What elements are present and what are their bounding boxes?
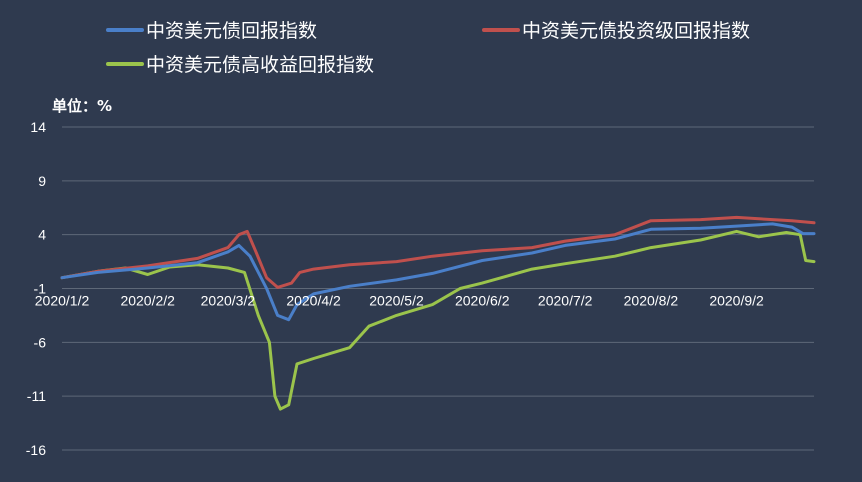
legend-label-1: 中资美元债投资级回报指数 xyxy=(522,20,750,42)
x-tick-label: 2020/5/2 xyxy=(369,293,424,309)
legend-label-0: 中资美元债回报指数 xyxy=(146,20,317,42)
x-tick-label: 2020/6/2 xyxy=(455,293,510,309)
x-tick-label: 2020/1/2 xyxy=(35,293,90,309)
x-tick-label: 2020/7/2 xyxy=(538,293,593,309)
series-line-1 xyxy=(60,215,816,289)
y-tick-label: 4 xyxy=(38,227,46,243)
y-tick-label: 9 xyxy=(38,173,46,189)
y-tick-label: -16 xyxy=(26,442,46,458)
series-line-0 xyxy=(60,222,816,322)
x-tick-label: 2020/2/2 xyxy=(120,293,175,309)
y-tick-label: -1 xyxy=(34,281,47,297)
x-tick-label: 2020/4/2 xyxy=(286,293,341,309)
series-line-2 xyxy=(60,229,816,411)
x-tick-label: 2020/8/2 xyxy=(624,293,679,309)
unit-label: 单位：% xyxy=(52,97,112,115)
y-tick-label: -6 xyxy=(34,334,47,350)
legend-label-2: 中资美元债高收益回报指数 xyxy=(146,54,374,76)
y-tick-label: 14 xyxy=(30,119,46,135)
y-tick-label: -11 xyxy=(27,388,46,404)
x-tick-label: 2020/9/2 xyxy=(709,293,764,309)
x-tick-label: 2020/3/2 xyxy=(201,293,256,309)
